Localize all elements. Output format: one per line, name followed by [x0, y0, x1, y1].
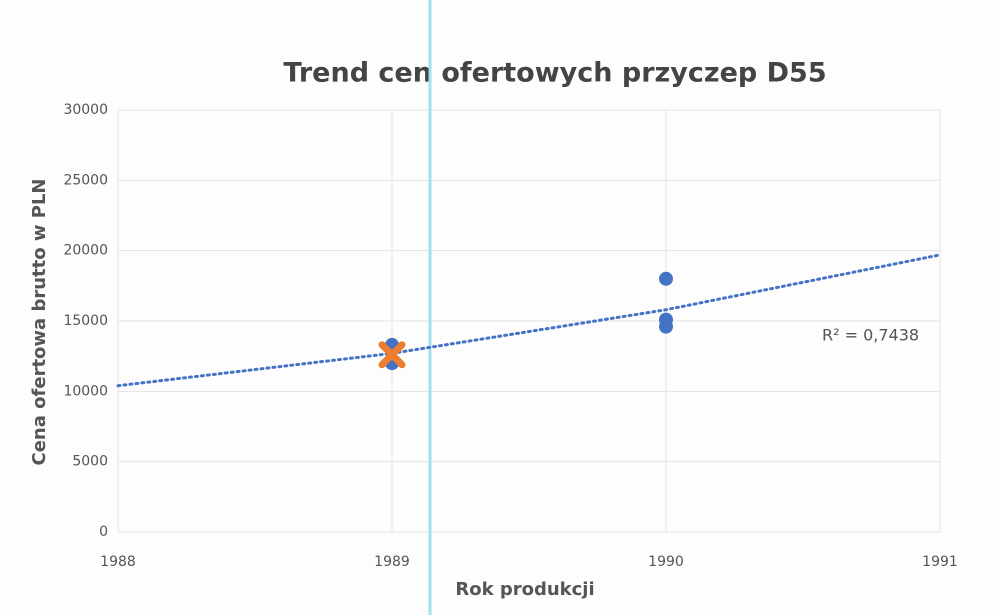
x-tick-label: 1988 — [100, 554, 136, 570]
x-tick-label: 1989 — [374, 554, 410, 570]
point — [659, 319, 673, 334]
trendline — [116, 253, 942, 388]
y-tick-label: 25000 — [63, 172, 108, 188]
y-tick-label: 10000 — [63, 383, 108, 399]
r-squared-annotation: R² = 0,7438 — [822, 326, 919, 345]
chart-title: Trend cen ofertowych przyczep D55 — [283, 58, 826, 89]
y-tick-label: 0 — [99, 524, 108, 540]
point-x — [378, 341, 406, 369]
y-tick-label: 20000 — [63, 243, 108, 259]
x-axis-label: Rok produkcji — [455, 579, 594, 600]
y-tick-label: 15000 — [63, 313, 108, 329]
y-tick-label: 30000 — [63, 102, 108, 118]
y-axis-label: Cena ofertowa brutto w PLN — [29, 179, 50, 466]
x-tick-label: 1991 — [922, 554, 958, 570]
x-tick-label: 1990 — [648, 554, 684, 570]
y-tick-label: 5000 — [72, 454, 108, 470]
point — [659, 271, 673, 286]
